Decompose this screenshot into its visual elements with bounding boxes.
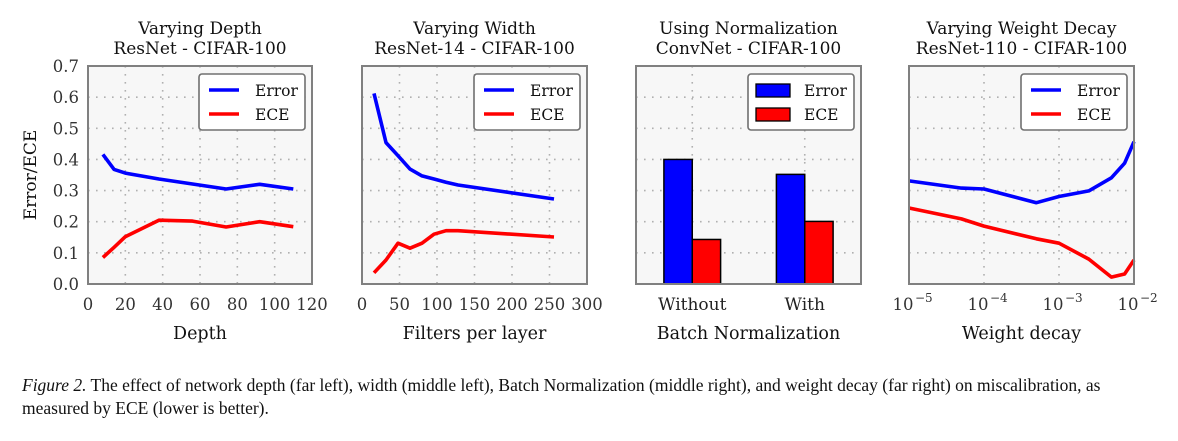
- x-tick-label: 120: [296, 295, 328, 314]
- y-tick-label: 0.7: [53, 57, 79, 76]
- plot-frame: [361, 65, 588, 285]
- chart-title-line-2: ResNet-14 - CIFAR-100: [374, 39, 575, 59]
- figure-label: Figure 2.: [22, 375, 87, 395]
- x-tick-label: 250: [534, 295, 566, 314]
- x-tick-label: 100: [259, 295, 291, 314]
- x-axis-label: Filters per layer: [403, 324, 547, 344]
- x-tick-label: 80: [227, 295, 248, 314]
- legend-swatch-ece: [755, 107, 791, 122]
- x-tick-label: 10: [1118, 295, 1139, 314]
- legend: Error ECE: [747, 73, 855, 131]
- plot-frame: [87, 65, 313, 285]
- y-tick-label: 0.6: [53, 88, 79, 107]
- chart-title-line-2: ResNet-110 - CIFAR-100: [916, 39, 1127, 59]
- x-tick-label: 0: [357, 295, 368, 314]
- legend: Error ECE: [1020, 73, 1128, 131]
- legend-swatch-error: [755, 83, 791, 98]
- y-tick-label: 0.2: [53, 213, 79, 232]
- x-tick-label: With: [785, 295, 825, 315]
- series-line-error: [372, 92, 555, 201]
- x-tick-exponent: −2: [1140, 291, 1158, 305]
- x-tick-exponent: −5: [915, 291, 933, 305]
- x-tick-label: 10: [968, 295, 989, 314]
- chart-title-line-1: Varying Depth: [137, 19, 262, 39]
- series-line-ece: [908, 206, 1136, 279]
- legend: Error ECE: [198, 73, 306, 131]
- x-tick-label: 100: [421, 295, 453, 314]
- x-tick-label: 0: [83, 295, 94, 314]
- legend: Error ECE: [473, 73, 581, 131]
- chart-title-line-1: Varying Weight Decay: [926, 19, 1117, 39]
- chart-title-line-1: Using Normalization: [659, 19, 838, 39]
- legend-label-error: Error: [804, 82, 847, 100]
- chart-title-line-1: Varying Width: [412, 19, 536, 39]
- x-axis-label: Batch Normalization: [657, 324, 841, 344]
- bar-ece-with: [804, 220, 834, 285]
- series-line-ece: [372, 228, 555, 275]
- x-tick-label: 60: [190, 295, 211, 314]
- bar-error-with: [775, 173, 806, 285]
- x-tick-label: 200: [496, 295, 528, 314]
- x-tick-exponent: −3: [1065, 291, 1083, 305]
- legend-box: [1020, 73, 1128, 131]
- bar-ece-without: [691, 238, 722, 285]
- legend-label-ece: ECE: [255, 106, 290, 124]
- x-tick-label: 40: [152, 295, 173, 314]
- legend-box: [198, 73, 306, 131]
- legend-box: [473, 73, 581, 131]
- series-line-error: [908, 140, 1136, 205]
- y-tick-label: 0.4: [53, 150, 79, 169]
- legend-label-error: Error: [1077, 82, 1120, 100]
- bar-error-without: [663, 158, 694, 285]
- legend-label-error: Error: [530, 82, 573, 100]
- y-tick-label: 0.1: [53, 244, 79, 263]
- legend-label-error: Error: [255, 82, 298, 100]
- y-tick-label: 0.0: [53, 275, 79, 294]
- x-tick-label: 50: [389, 295, 410, 314]
- x-axis-label: Depth: [173, 324, 227, 344]
- x-tick-label: 10: [893, 295, 914, 314]
- figure-caption: Figure 2. The effect of network depth (f…: [22, 374, 1162, 420]
- y-tick-label: 0.5: [53, 119, 79, 138]
- series-line-ece: [101, 218, 294, 259]
- legend-label-ece: ECE: [530, 106, 565, 124]
- plot-frame: [908, 65, 1135, 285]
- legend-label-ece: ECE: [804, 106, 839, 124]
- caption-text: The effect of network depth (far left), …: [22, 375, 1101, 418]
- y-tick-label: 0.3: [53, 182, 79, 201]
- plot-frame: [635, 65, 862, 285]
- x-tick-label: 150: [459, 295, 491, 314]
- chart-title-line-2: ResNet - CIFAR-100: [113, 39, 286, 59]
- x-tick-label: 10: [1043, 295, 1064, 314]
- legend-label-ece: ECE: [1077, 106, 1112, 124]
- x-axis-label: Weight decay: [962, 324, 1081, 344]
- series-line-error: [101, 153, 294, 191]
- x-tick-label: Without: [658, 295, 727, 315]
- x-tick-label: 20: [115, 295, 136, 314]
- y-axis-label: Error/ECE: [21, 130, 41, 221]
- chart-title-line-2: ConvNet - CIFAR-100: [656, 39, 841, 59]
- x-tick-exponent: −4: [990, 291, 1008, 305]
- x-tick-label: 300: [571, 295, 603, 314]
